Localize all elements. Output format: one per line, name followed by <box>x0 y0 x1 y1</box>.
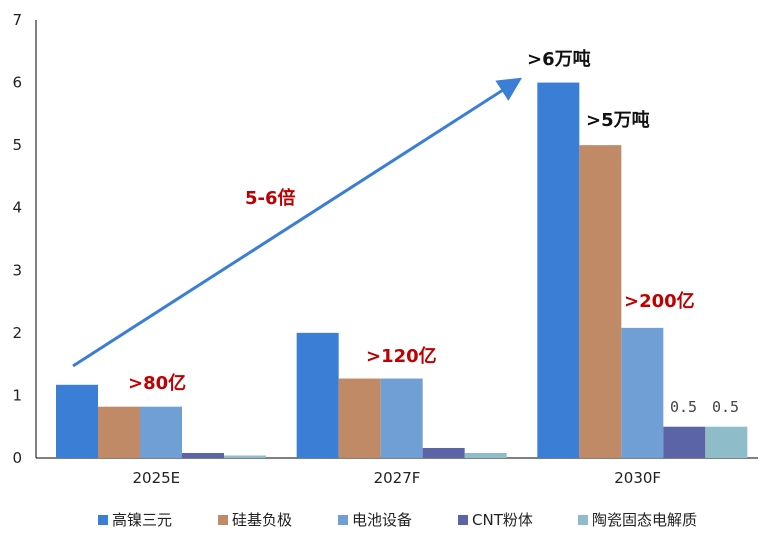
x-category-label: 2027F <box>374 469 421 487</box>
y-tick-label: 3 <box>12 261 22 279</box>
bar <box>663 426 706 458</box>
bar <box>464 452 507 458</box>
bar <box>296 332 339 458</box>
x-category-label: 2030F <box>614 469 661 487</box>
legend-label: 陶瓷固态电解质 <box>592 511 697 529</box>
bar <box>56 384 98 458</box>
legend-swatch <box>578 515 588 525</box>
label-2025: >80亿 <box>128 372 186 394</box>
bar <box>422 447 465 458</box>
label-2027: >120亿 <box>366 345 437 367</box>
legend-label: CNT粉体 <box>472 511 533 529</box>
legend-swatch <box>98 515 108 525</box>
bars <box>56 82 748 459</box>
y-tick-label: 0 <box>12 449 22 467</box>
legend-label: 电池设备 <box>352 511 412 529</box>
bar <box>182 452 224 458</box>
bar <box>537 82 580 459</box>
bar <box>705 426 748 458</box>
bar <box>579 145 622 458</box>
bar <box>98 406 140 458</box>
y-tick-label: 6 <box>12 74 22 92</box>
legend-label: 高镍三元 <box>112 511 172 529</box>
label-2030-cnt: 0.5 <box>670 398 697 416</box>
bar <box>338 378 381 458</box>
label-2030-ceramic: 0.5 <box>712 398 739 416</box>
y-tick-label: 7 <box>12 11 22 29</box>
bar <box>621 327 664 458</box>
legend-label: 硅基负极 <box>232 511 292 529</box>
y-tick-label: 2 <box>12 324 22 342</box>
category-labels: 2025E 2027F 2030F <box>133 469 662 487</box>
y-tick-label: 1 <box>12 386 22 404</box>
bar <box>380 378 423 458</box>
y-tick-labels: 0 1 2 3 4 5 6 7 <box>12 11 22 467</box>
legend: 高镍三元 硅基负极 电池设备 CNT粉体 陶瓷固态电解质 <box>98 511 697 529</box>
legend-swatch <box>338 515 348 525</box>
bar <box>224 455 266 458</box>
label-2030-silicon: >5万吨 <box>586 109 650 131</box>
x-category-label: 2025E <box>133 469 181 487</box>
label-2030-equipment: >200亿 <box>624 290 695 312</box>
legend-swatch <box>218 515 228 525</box>
legend-swatch <box>458 515 468 525</box>
arrow-label: 5-6倍 <box>245 187 296 209</box>
label-2030-high-nickel: >6万吨 <box>527 48 591 70</box>
growth-arrow-line <box>72 77 523 368</box>
y-tick-label: 5 <box>12 136 22 154</box>
growth-arrow <box>72 77 523 368</box>
y-tick-label: 4 <box>12 199 22 217</box>
bar <box>140 406 182 458</box>
